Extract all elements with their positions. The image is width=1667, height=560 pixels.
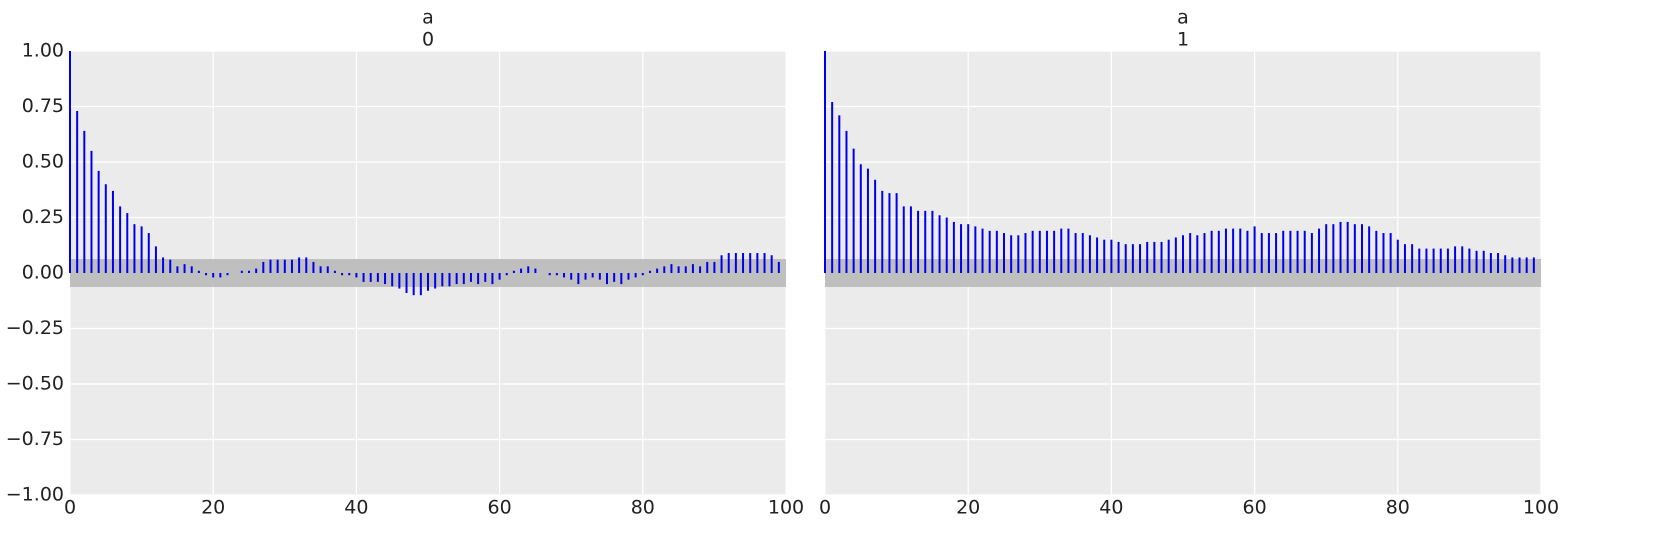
- panel-subtitle: 1: [1177, 29, 1189, 51]
- y-tick-label: 1.00: [22, 40, 64, 62]
- x-tick-label: 20: [201, 497, 225, 519]
- x-tick-label: 20: [956, 497, 980, 519]
- panel-subtitle: 0: [422, 29, 434, 51]
- x-tick-label: 0: [819, 497, 831, 519]
- y-tick-label: −1.00: [6, 484, 64, 506]
- y-tick-label: 0.25: [22, 206, 64, 228]
- panel-title: a: [422, 7, 434, 29]
- x-tick-label: 100: [1523, 497, 1559, 519]
- x-tick-label: 0: [64, 497, 76, 519]
- panel-title: a: [1177, 7, 1189, 29]
- x-tick-label: 100: [768, 497, 804, 519]
- x-tick-label: 40: [1099, 497, 1123, 519]
- y-tick-label: −0.25: [6, 317, 64, 339]
- y-tick-label: 0.50: [22, 151, 64, 173]
- y-tick-label: −0.75: [6, 428, 64, 450]
- y-tick-label: −0.50: [6, 373, 64, 395]
- x-tick-label: 60: [488, 497, 512, 519]
- x-tick-label: 80: [1386, 497, 1410, 519]
- x-tick-label: 40: [344, 497, 368, 519]
- y-tick-label: 0.75: [22, 95, 64, 117]
- x-tick-label: 80: [631, 497, 655, 519]
- y-tick-label: 0.00: [22, 262, 64, 284]
- x-tick-label: 60: [1243, 497, 1267, 519]
